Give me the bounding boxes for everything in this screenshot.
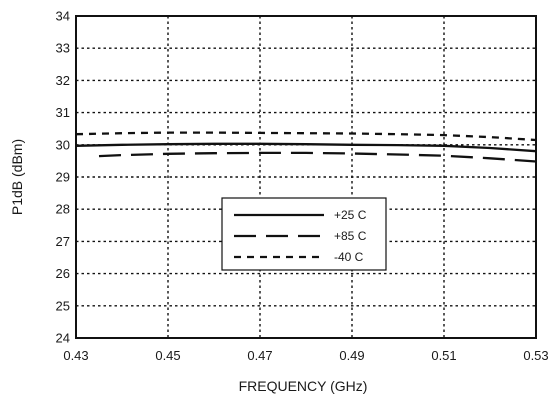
legend-label-3: -40 C [334, 250, 364, 264]
y-tick-label: 28 [56, 202, 70, 217]
x-axis-title: FREQUENCY (GHz) [239, 378, 368, 394]
y-tick-label: 31 [56, 105, 70, 120]
y-tick-label: 34 [56, 9, 70, 24]
plot-frame [75, 15, 537, 339]
legend: +25 C +85 C -40 C [221, 197, 387, 271]
y-tick-label: 26 [56, 266, 70, 281]
grid-lines [76, 16, 536, 338]
y-tick-labels: 24 25 26 27 28 29 30 31 32 33 34 [56, 9, 70, 346]
series-line-2 [98, 151, 537, 163]
y-tick-label: 27 [56, 234, 70, 249]
x-tick-label: 0.47 [247, 348, 272, 363]
legend-label-1: +25 C [334, 208, 367, 222]
y-tick-label: 24 [56, 331, 70, 346]
series-line-3 [75, 131, 537, 142]
x-tick-labels: 0.43 0.45 0.47 0.49 0.51 0.53 [63, 348, 548, 363]
series-lines [75, 131, 537, 163]
y-tick-label: 25 [56, 298, 70, 313]
y-tick-label: 32 [56, 73, 70, 88]
series-line-1 [75, 142, 537, 153]
y-tick-label: 29 [56, 170, 70, 185]
x-tick-label: 0.49 [339, 348, 364, 363]
x-tick-label: 0.53 [523, 348, 548, 363]
x-tick-label: 0.43 [63, 348, 88, 363]
y-tick-label: 33 [56, 41, 70, 56]
legend-label-2: +85 C [334, 229, 367, 243]
x-tick-label: 0.45 [155, 348, 180, 363]
y-axis-title: P1dB (dBm) [9, 139, 25, 215]
x-tick-label: 0.51 [431, 348, 456, 363]
y-tick-label: 30 [56, 137, 70, 152]
